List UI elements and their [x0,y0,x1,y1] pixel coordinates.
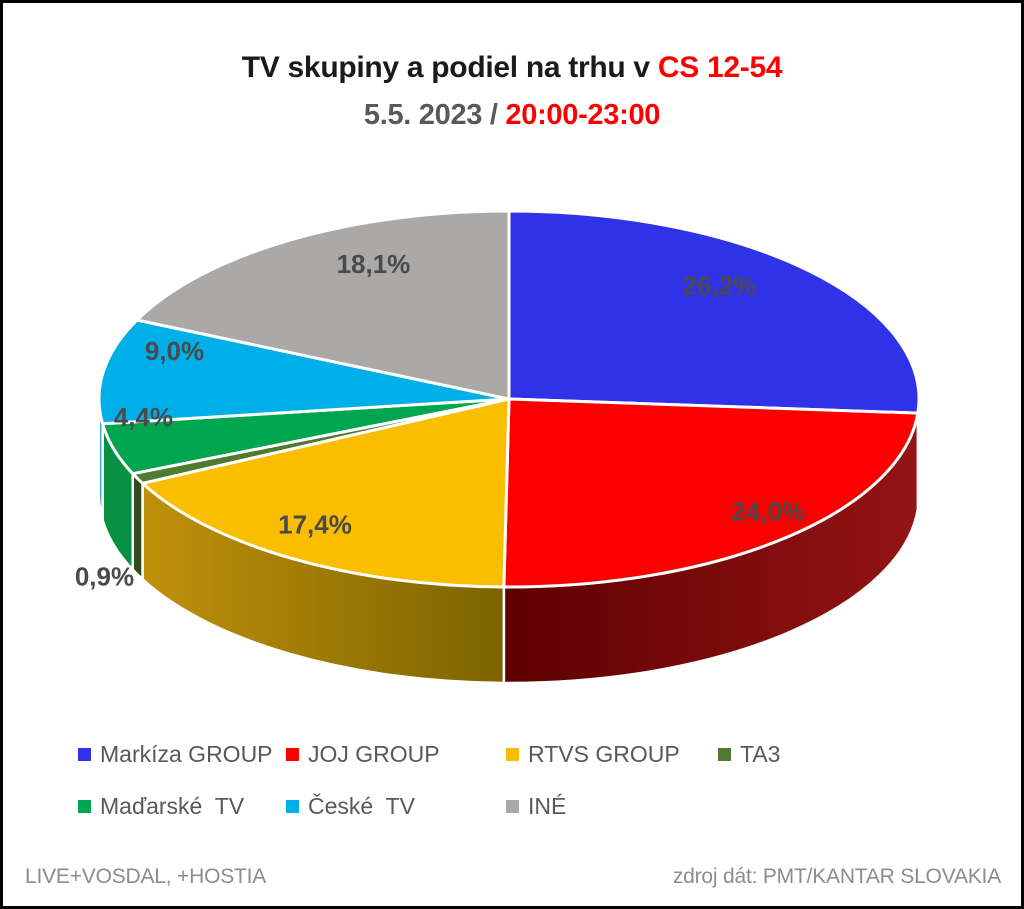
pie-chart-svg: 26,2% 24,0% 17,4% 0,9% 4,4% 9,0% 18,1% [75,209,921,685]
chart-title-red: CS 12-54 [657,51,783,84]
pie-data-label-5: 9,0% [145,336,204,366]
footer-source: zdroj dát: PMT/KANTAR SLOVAKIA [672,865,1001,888]
pie-slice-6 [135,209,511,401]
chart-title: TV skupiny a podiel na trhu v CS 12-54 [3,51,1021,85]
pie-data-label-0: 26,2% [683,270,757,300]
chart-subtitle-red: 20:00-23:00 [505,99,661,131]
chart-subtitle-gray: 5.5. 2023 / [363,99,498,131]
pie-data-label-3: 0,9% [75,561,134,591]
pie-slice-wall-3 [131,472,144,581]
pie-slice-1 [502,397,920,589]
pie-data-label-4: 4,4% [114,402,173,432]
pie-data-label-1: 24,0% [731,497,805,527]
pie-data-label-6: 18,1% [337,249,411,279]
pie-slice-5 [97,318,511,426]
chart-subtitle: 5.5. 2023 / 20:00-23:00 [3,99,1021,132]
chart-title-black: TV skupiny a podiel na trhu v [241,51,650,84]
footer-note-left: LIVE+VOSDAL, +HOSTIA [25,865,267,888]
pie-slice-0 [507,209,921,415]
pie-slice-2 [141,397,511,589]
pie-data-label-2: 17,4% [278,509,352,539]
